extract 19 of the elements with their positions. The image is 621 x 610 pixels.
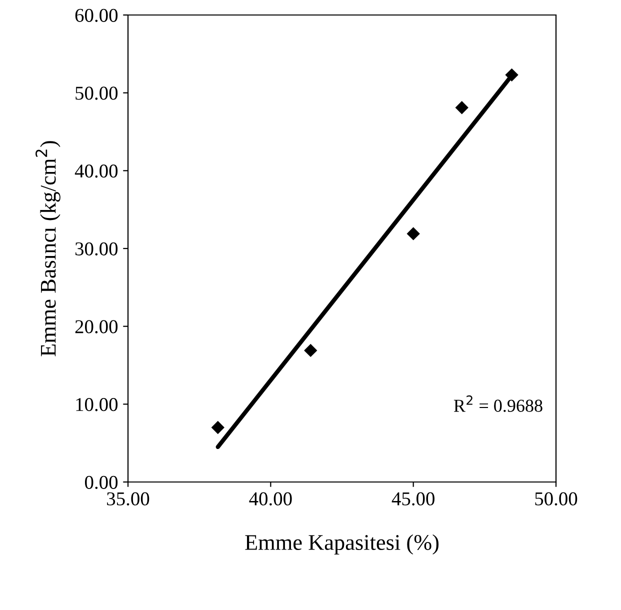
annotation: R$^{2}$ = 0.9688: [454, 395, 542, 412]
point: [455, 101, 468, 114]
y-tick-label: 60.00: [75, 8, 118, 22]
point: [211, 420, 224, 434]
y-tick-label: 0.00: [84, 476, 118, 490]
y-tick-label: 20.00: [75, 320, 118, 334]
x-tick-label: 35.00: [107, 492, 150, 506]
y-tick-label: 10.00: [76, 398, 118, 412]
y-tick-label: 40.00: [74, 164, 118, 178]
point: [406, 227, 420, 240]
y-axis-title: Emme Basıncı (kg/cm$^{2}$): [36, 141, 60, 356]
x-tick-label: 50.00: [535, 492, 578, 506]
y-tick-label: 30.00: [75, 242, 118, 256]
point: [304, 344, 318, 358]
x-axis-title: Emme Kapasitesi (%): [245, 534, 439, 555]
point: [505, 68, 518, 82]
x-tick-label: 45.00: [392, 492, 434, 506]
y-tick-label: 50.00: [76, 86, 118, 100]
x-tick-label: 40.00: [249, 492, 292, 506]
